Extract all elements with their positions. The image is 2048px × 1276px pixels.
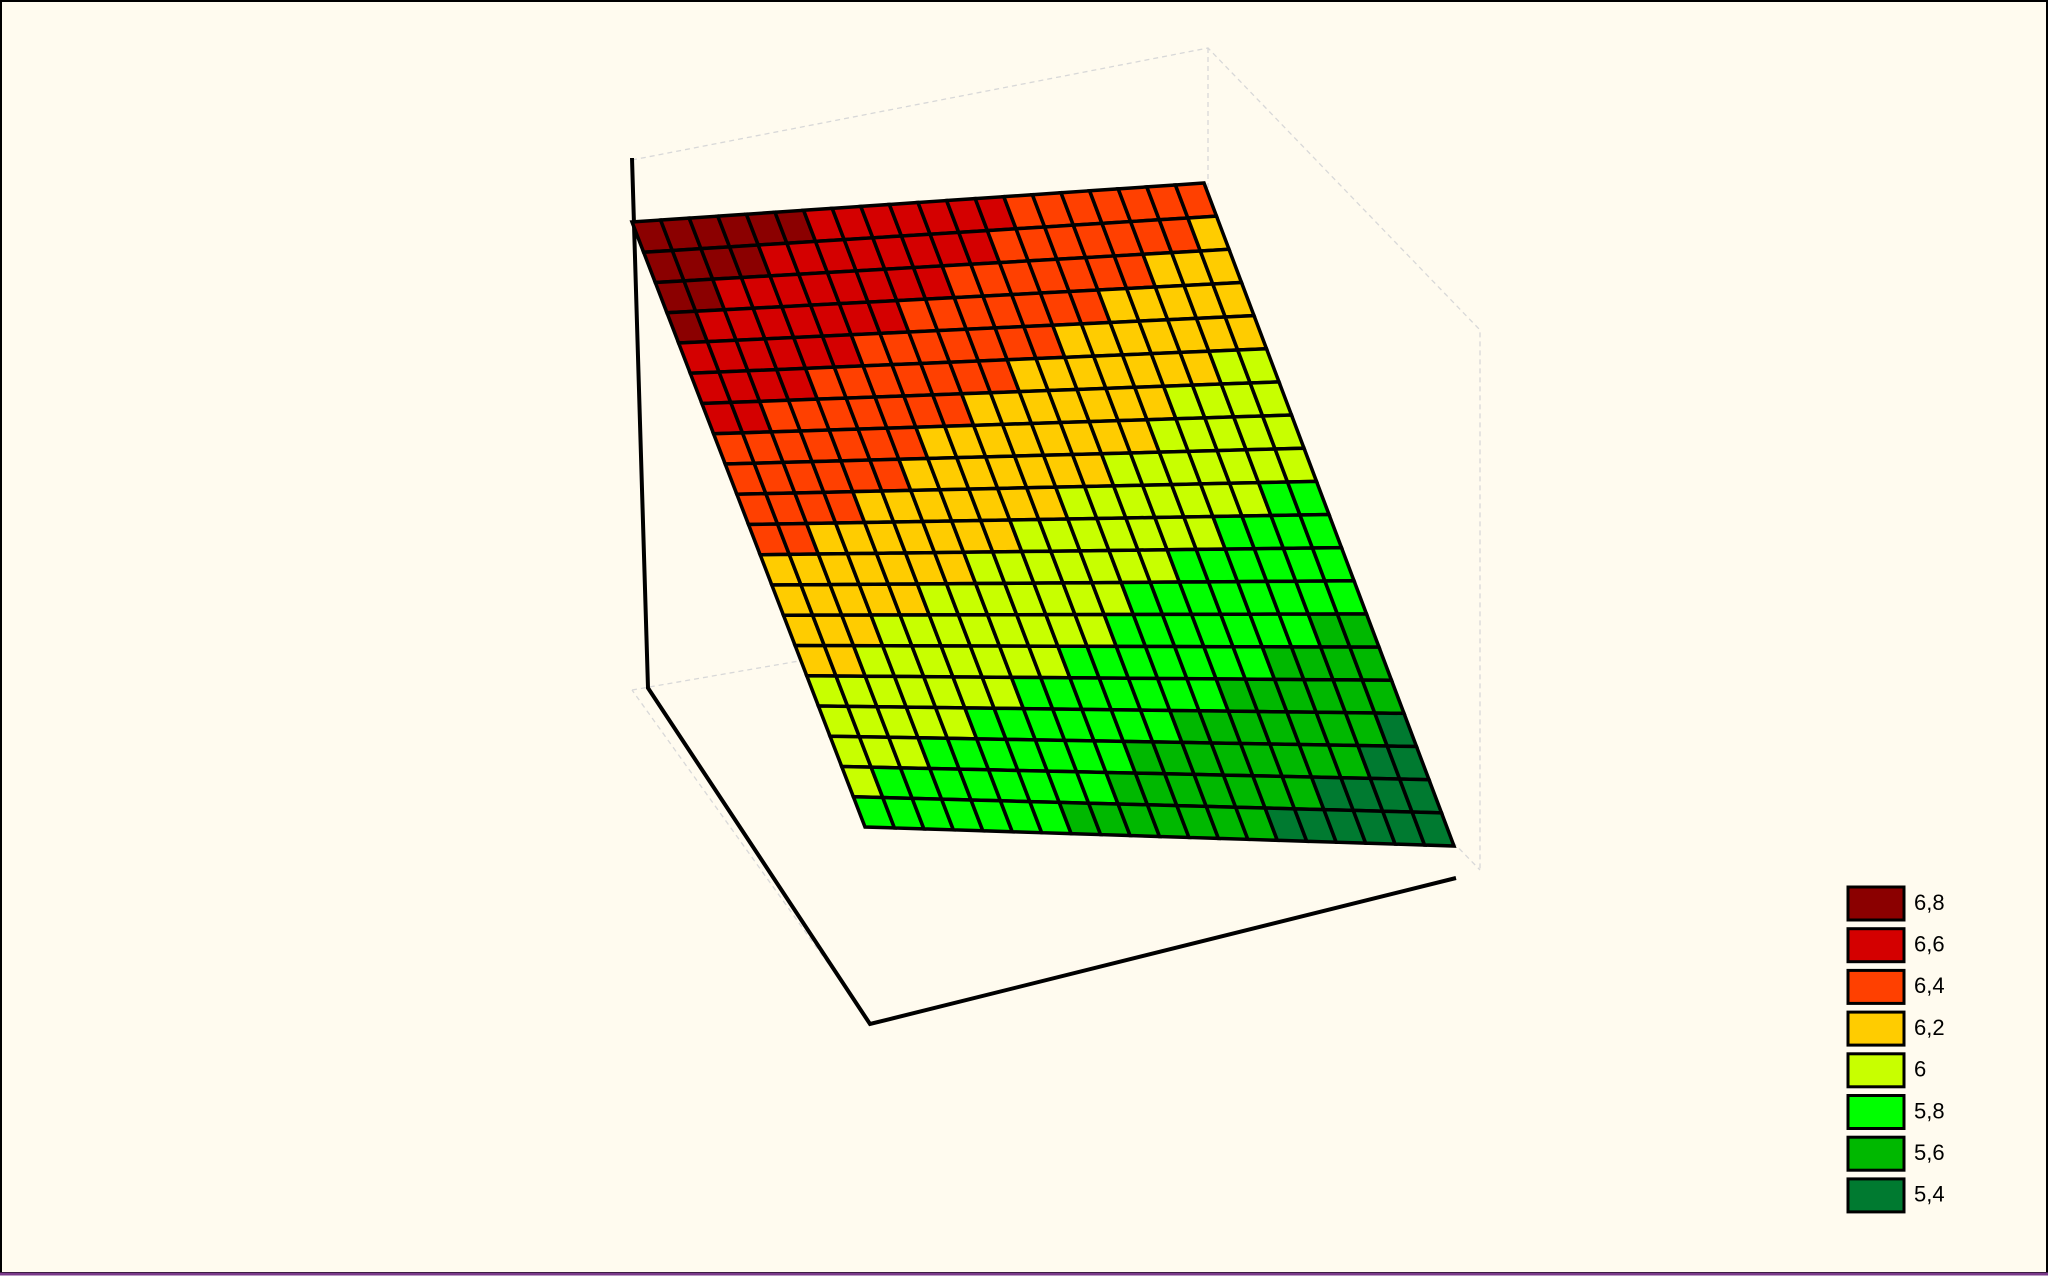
legend-swatch xyxy=(1846,1135,1906,1172)
legend-label: 5,8 xyxy=(1914,1098,1945,1123)
legend-swatch xyxy=(1846,1177,1906,1214)
legend-swatch xyxy=(1846,968,1906,1005)
legend-swatch xyxy=(1846,1010,1906,1047)
legend-label: 6 xyxy=(1914,1057,1926,1082)
axes xyxy=(630,157,1457,1027)
legend-swatch xyxy=(1846,1052,1906,1089)
legend-label: 6,2 xyxy=(1914,1015,1945,1040)
legend-label: 5,6 xyxy=(1914,1140,1945,1165)
legend-label: 6,4 xyxy=(1914,973,1945,998)
legend-swatch xyxy=(1846,1094,1906,1130)
legend-label: 5,4 xyxy=(1914,1182,1945,1207)
legend-label: 6,6 xyxy=(1914,932,1945,957)
surface-cell xyxy=(1409,810,1457,848)
legend-swatch xyxy=(1846,927,1906,964)
legend-swatch xyxy=(1846,885,1906,922)
legend-label: 6,8 xyxy=(1914,890,1945,915)
